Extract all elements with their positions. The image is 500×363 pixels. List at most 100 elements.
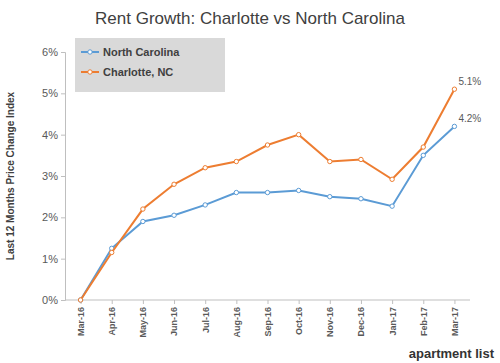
y-tick-label: 4%	[42, 129, 58, 141]
series-marker	[203, 166, 207, 170]
x-tick-label: Jun-16	[169, 307, 179, 336]
series-marker	[328, 159, 332, 163]
series-line	[81, 126, 455, 300]
x-tick-mark	[392, 300, 393, 304]
series-marker	[141, 219, 145, 223]
series-marker	[421, 145, 425, 149]
series-marker	[421, 153, 425, 157]
x-tick: Sep-16	[263, 300, 273, 337]
x-tick-mark	[174, 300, 175, 304]
y-tick-mark	[61, 52, 65, 53]
x-tick: Feb-17	[419, 300, 429, 336]
series-marker	[328, 194, 332, 198]
x-tick-label: Dec-16	[356, 307, 366, 337]
x-tick: May-16	[138, 300, 148, 338]
y-tick: 3%	[42, 170, 65, 182]
series-marker	[359, 157, 363, 161]
x-tick: Apr-16	[107, 300, 117, 336]
x-tick: Mar-17	[450, 300, 460, 336]
x-tick: Nov-16	[325, 300, 335, 337]
y-tick-mark	[61, 259, 65, 260]
series-marker	[172, 182, 176, 186]
y-tick-mark	[61, 217, 65, 218]
title: Rent Growth: Charlotte vs North Carolina	[95, 9, 405, 28]
y-axis-line	[61, 53, 66, 301]
data-label: 5.1%	[458, 76, 481, 87]
x-axis: Mar-16 Apr-16 May-16 Jun-16 Jul-16 Aug-16 Sep-…	[65, 300, 470, 338]
y-axis: 0% 1% 2% 3% 4% 5% 6%	[42, 46, 65, 306]
x-tick-mark	[361, 300, 362, 304]
y-tick-label: 5%	[42, 87, 58, 99]
series-marker	[296, 132, 300, 136]
x-tick-label: Jan-17	[387, 307, 397, 336]
series-marker	[265, 143, 269, 147]
y-tick-label: 6%	[42, 46, 58, 58]
series-marker	[78, 298, 82, 302]
x-tick-mark	[423, 300, 424, 304]
series-marker	[452, 87, 456, 91]
x-tick: Dec-16	[356, 300, 366, 337]
x-tick-label: May-16	[138, 307, 148, 338]
x-tick-label: Feb-17	[419, 307, 429, 336]
x-tick-mark	[330, 300, 331, 304]
series-line	[81, 89, 455, 300]
series-marker	[296, 188, 300, 192]
x-tick-mark	[268, 300, 269, 304]
legend-marker	[88, 50, 92, 54]
legend-marker	[88, 70, 92, 74]
x-tick-mark	[236, 300, 237, 304]
y-tick-mark	[61, 135, 65, 136]
x-tick-mark	[112, 300, 113, 304]
x-tick-mark	[205, 300, 206, 304]
y-axis-title: Last 12 Months Price Change Index	[5, 91, 16, 260]
x-tick-label: Oct-16	[294, 307, 304, 335]
series-marker	[172, 213, 176, 217]
series-marker	[110, 250, 114, 254]
legend: North Carolina Charlotte, NC	[75, 38, 225, 92]
chart: Rent Growth: Charlotte vs North Carolina…	[0, 0, 500, 363]
legend-label: Charlotte, NC	[103, 66, 173, 78]
y-tick-label: 1%	[42, 253, 58, 265]
series-marker	[359, 197, 363, 201]
y-tick: 0%	[42, 294, 65, 306]
x-tick-mark	[299, 300, 300, 304]
x-tick-label: Mar-17	[450, 307, 460, 336]
y-tick-label: 3%	[42, 170, 58, 182]
series-marker	[390, 177, 394, 181]
x-tick: Aug-16	[232, 300, 242, 338]
x-tick: Jul-16	[201, 300, 211, 333]
plot-area	[78, 87, 456, 302]
series-marker	[452, 124, 456, 128]
x-tick: Jun-16	[169, 300, 179, 336]
y-tick-label: 0%	[42, 294, 58, 306]
series-marker	[234, 190, 238, 194]
series-marker	[141, 207, 145, 211]
legend-label: North Carolina	[103, 46, 180, 58]
y-tick: 5%	[42, 87, 65, 99]
x-tick-label: Sep-16	[263, 307, 273, 337]
x-tick: Oct-16	[294, 300, 304, 335]
legend-box	[75, 38, 225, 92]
y-tick: 2%	[42, 211, 65, 223]
x-tick: Jan-17	[387, 300, 397, 336]
x-tick-mark	[454, 300, 455, 304]
y-tick: 4%	[42, 129, 65, 141]
x-tick-label: Apr-16	[107, 307, 117, 336]
y-tick: 1%	[42, 253, 65, 265]
series-marker	[203, 203, 207, 207]
y-tick-label: 2%	[42, 211, 58, 223]
series-marker	[265, 190, 269, 194]
series-marker	[234, 159, 238, 163]
x-tick-label: Nov-16	[325, 307, 335, 337]
logo-text: apartment list	[409, 346, 495, 361]
y-tick-mark	[61, 176, 65, 177]
series-marker	[78, 298, 82, 302]
x-tick-label: Aug-16	[232, 307, 242, 338]
y-tick: 6%	[42, 46, 65, 58]
data-label: 4.2%	[458, 113, 481, 124]
x-tick: Mar-16	[76, 300, 86, 336]
series-marker	[390, 204, 394, 208]
y-tick-mark	[61, 300, 65, 301]
x-tick-mark	[143, 300, 144, 304]
y-tick-mark	[61, 93, 65, 94]
